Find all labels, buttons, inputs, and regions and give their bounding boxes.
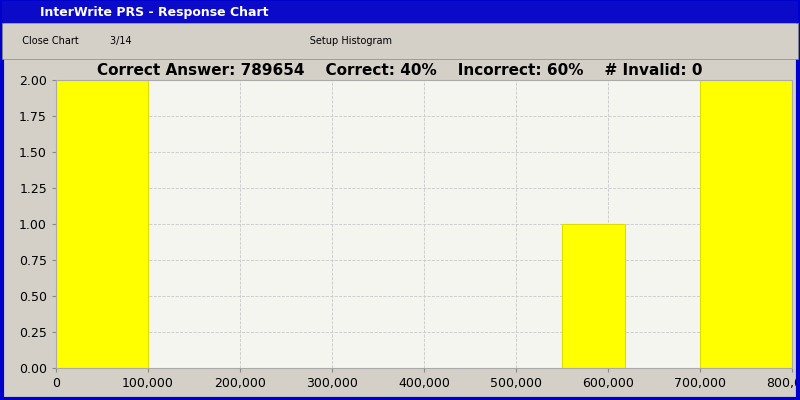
Bar [56, 80, 148, 368]
Text: InterWrite PRS - Response Chart: InterWrite PRS - Response Chart [40, 6, 269, 19]
Bar [562, 224, 625, 368]
Text: Close Chart          3/14                                                       : Close Chart 3/14 [16, 36, 392, 46]
Bar [700, 80, 792, 368]
Text: Correct Answer: 789654    Correct: 40%    Incorrect: 60%    # Invalid: 0: Correct Answer: 789654 Correct: 40% Inco… [98, 63, 702, 78]
